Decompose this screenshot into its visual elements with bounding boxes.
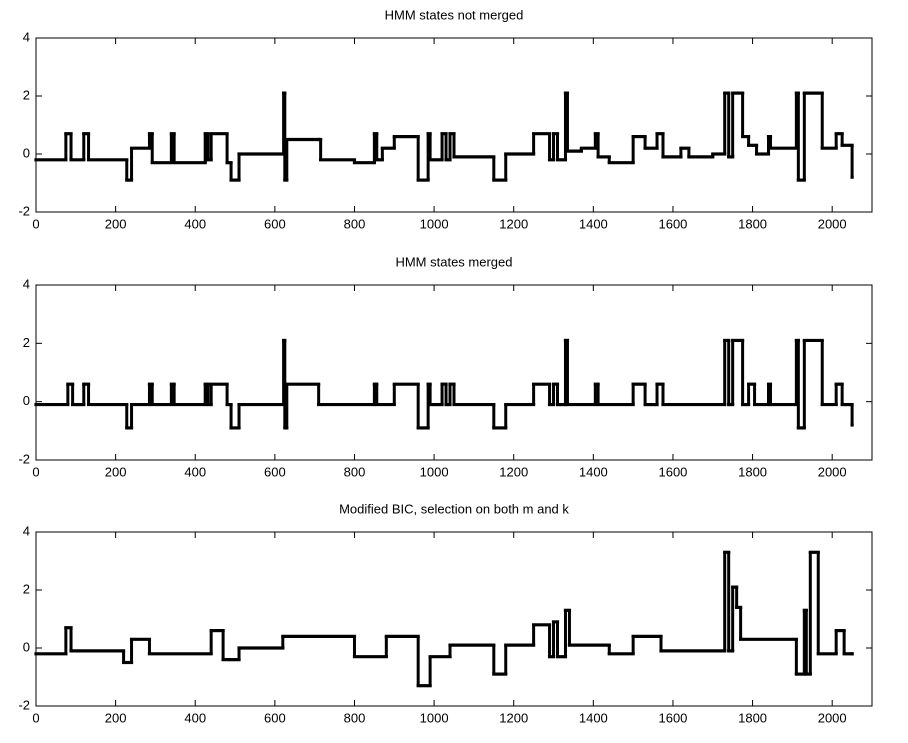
y-tick-label: 4 <box>23 523 30 538</box>
x-tick-label: 400 <box>184 464 206 479</box>
x-tick-label: 1600 <box>658 710 687 725</box>
x-tick-label: 1600 <box>658 464 687 479</box>
x-tick-label: 200 <box>105 710 127 725</box>
x-tick-label: 1800 <box>738 710 767 725</box>
x-tick-label: 2000 <box>818 464 847 479</box>
x-tick-label: 200 <box>105 464 127 479</box>
x-tick-label: 0 <box>32 710 39 725</box>
y-tick-label: 0 <box>23 639 30 654</box>
y-tick-label: 0 <box>23 393 30 408</box>
x-tick-label: 1200 <box>499 464 528 479</box>
y-tick-label: 2 <box>23 87 30 102</box>
axes-box <box>35 37 873 213</box>
x-tick-label: 800 <box>344 710 366 725</box>
x-tick-label: 1800 <box>738 216 767 231</box>
y-tick-label: -2 <box>18 451 30 466</box>
x-tick-label: 1600 <box>658 216 687 231</box>
y-tick-label: 4 <box>23 29 30 44</box>
axes-box <box>35 284 873 461</box>
axes-box <box>35 531 873 707</box>
x-tick-label: 0 <box>32 216 39 231</box>
x-tick-label: 600 <box>264 464 286 479</box>
y-tick-label: 2 <box>23 335 30 350</box>
x-tick-label: 1400 <box>579 216 608 231</box>
y-tick-label: -2 <box>18 697 30 712</box>
x-tick-label: 0 <box>32 464 39 479</box>
x-tick-label: 1400 <box>579 710 608 725</box>
x-tick-label: 2000 <box>818 710 847 725</box>
chart-title: Modified BIC, selection on both m and k <box>339 501 569 516</box>
x-tick-label: 2000 <box>818 216 847 231</box>
y-tick-label: 4 <box>23 276 30 291</box>
x-tick-label: 1800 <box>738 464 767 479</box>
x-tick-label: 1200 <box>499 216 528 231</box>
chart-title: HMM states merged <box>395 254 512 269</box>
x-tick-label: 800 <box>344 464 366 479</box>
x-tick-label: 400 <box>184 710 206 725</box>
y-tick-label: 0 <box>23 145 30 160</box>
x-tick-label: 800 <box>344 216 366 231</box>
x-tick-label: 600 <box>264 710 286 725</box>
x-tick-label: 1000 <box>420 216 449 231</box>
x-tick-label: 600 <box>264 216 286 231</box>
x-tick-label: 1000 <box>420 464 449 479</box>
chart-title: HMM states not merged <box>385 7 524 22</box>
x-tick-label: 1200 <box>499 710 528 725</box>
x-tick-label: 1400 <box>579 464 608 479</box>
x-tick-label: 1000 <box>420 710 449 725</box>
x-tick-label: 400 <box>184 216 206 231</box>
y-tick-label: 2 <box>23 581 30 596</box>
y-tick-label: -2 <box>18 203 30 218</box>
x-tick-label: 200 <box>105 216 127 231</box>
